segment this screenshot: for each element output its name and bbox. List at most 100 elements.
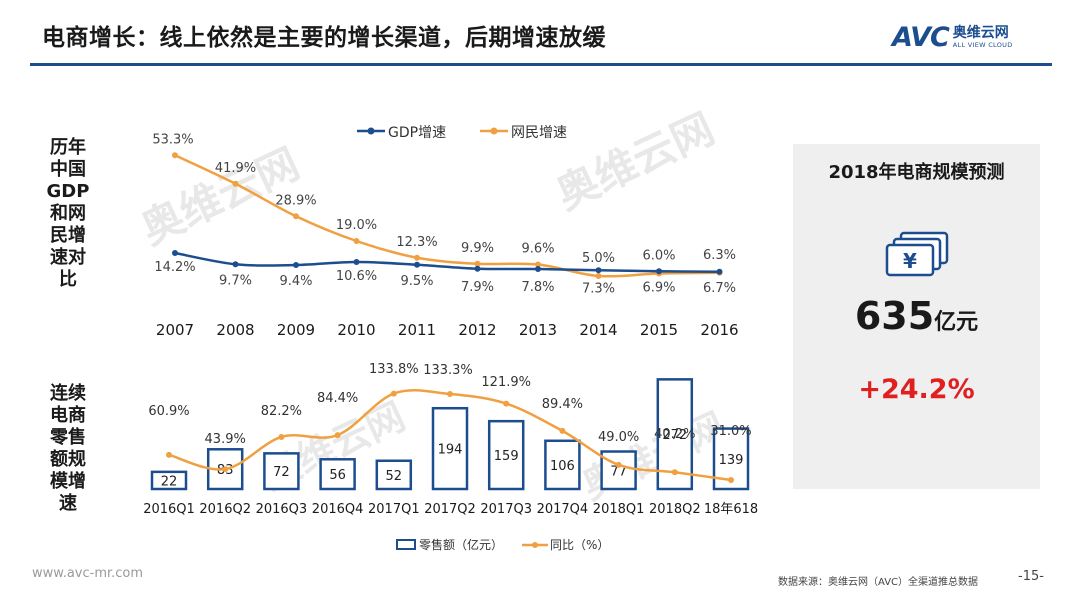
growth-label: 84.4% xyxy=(317,391,358,406)
data-point xyxy=(595,273,602,279)
bar xyxy=(431,406,469,491)
growth-label: 89.4% xyxy=(542,397,583,412)
bar xyxy=(319,458,356,491)
bar-value-label: 22 xyxy=(161,474,178,489)
bar xyxy=(375,459,413,491)
logo-mark: AVC xyxy=(892,22,950,53)
tick-label: 2018Q1 xyxy=(593,502,645,517)
forecast-unit: 亿元 xyxy=(934,310,979,335)
tick-label: 2008 xyxy=(216,321,254,339)
bar xyxy=(150,470,188,491)
tick-label: 2015 xyxy=(640,321,678,339)
data-point xyxy=(535,266,541,272)
forecast-value: 635亿元 xyxy=(793,294,1040,338)
legend-label: GDP增速 xyxy=(388,125,446,141)
section-label-line: 速对 xyxy=(50,247,86,268)
bar-value-label: 52 xyxy=(386,469,403,484)
data-point xyxy=(172,250,178,256)
tick-label: 2014 xyxy=(579,321,617,339)
chart2-legend: 零售额（亿元） 同比（%） xyxy=(396,537,609,552)
data-label: 6.7% xyxy=(703,281,736,296)
data-point xyxy=(414,261,420,268)
title-divider xyxy=(30,63,1052,66)
data-label: 6.9% xyxy=(642,280,675,295)
footer-source: 数据来源：奥维云网（AVC）全渠道推总数据 xyxy=(778,577,979,588)
bottom-section-label: 连续 电商 零售 额规 模增速 xyxy=(44,383,92,515)
data-label: 14.2% xyxy=(154,260,195,275)
forecast-panel: 2018年电商规模预测 ¥ 635亿元 +24.2% xyxy=(793,144,1040,489)
page-number: -15- xyxy=(1018,569,1044,584)
data-label: 7.8% xyxy=(521,280,554,295)
tick-label: 18年618 xyxy=(704,502,758,517)
growth-label: 60.9% xyxy=(148,404,189,419)
section-label-line: 历年 xyxy=(50,137,86,158)
bar-value-label: 72 xyxy=(273,465,290,480)
section-label-line: 速 xyxy=(59,493,77,514)
forecast-number: 635 xyxy=(854,294,935,338)
tick-label: 2017Q2 xyxy=(424,502,476,517)
data-point xyxy=(595,267,602,274)
tick-label: 2009 xyxy=(277,321,315,339)
bar-value-label: 77 xyxy=(610,464,627,479)
data-point xyxy=(353,259,360,265)
legend-marker xyxy=(367,127,375,135)
growth-point xyxy=(166,451,172,458)
section-label-line: 比 xyxy=(59,269,77,290)
data-point xyxy=(293,262,299,268)
section-label-line: 中国 xyxy=(50,159,86,180)
growth-point xyxy=(390,390,397,397)
growth-point xyxy=(671,469,678,476)
forecast-growth: +24.2% xyxy=(858,374,975,405)
growth-label: 82.2% xyxy=(261,404,302,419)
growth-point xyxy=(615,461,622,468)
growth-label: 121.9% xyxy=(481,375,531,390)
avc-logo: AVC 奥维云网 ALL VIEW CLOUD xyxy=(892,22,1013,53)
tick-label: 2016Q4 xyxy=(312,502,364,517)
svg-text:¥: ¥ xyxy=(903,249,917,273)
bar xyxy=(487,419,525,491)
data-point xyxy=(474,260,481,267)
data-label: 10.6% xyxy=(336,269,377,284)
growth-label: 49.0% xyxy=(598,430,639,445)
tick-label: 2016Q1 xyxy=(143,502,195,517)
bar xyxy=(600,450,637,491)
tick-label: 2013 xyxy=(519,321,557,339)
bar xyxy=(544,439,581,491)
data-label: 6.3% xyxy=(703,248,736,263)
tick-label: 2017Q4 xyxy=(537,502,589,517)
tick-label: 2016Q2 xyxy=(199,502,251,517)
section-label-line: 和网 xyxy=(50,203,86,224)
tick-label: 2018Q2 xyxy=(649,502,701,517)
data-label: 9.4% xyxy=(279,274,312,289)
top-section-label: 历年 中国 GDP 和网 民增 速对比 xyxy=(44,137,92,291)
legend-bar-swatch xyxy=(396,539,416,550)
tick-label: 2017Q1 xyxy=(368,502,420,517)
gdp-netizen-chart: GDP增速 网民增速 14.2% 9.7% 9.4% 10.6% 9.5% 7.9% 7.8% 7… xyxy=(152,125,738,339)
tick-label: 2016Q3 xyxy=(256,502,308,517)
section-label-line: 模增 xyxy=(50,471,86,492)
ecommerce-sales-chart: 22837256521941591067727213960.9%43.9%82.… xyxy=(143,362,758,552)
bar-value-label: 272 xyxy=(662,428,687,443)
logo-cn: 奥维云网 xyxy=(952,25,1009,41)
chart1-legend: GDP增速 网民增速 xyxy=(357,125,567,141)
growth-point xyxy=(503,400,510,407)
growth-label: 133.8% xyxy=(369,362,419,377)
section-label-line: 电商 xyxy=(50,405,86,426)
data-label: 9.5% xyxy=(400,274,433,289)
data-point xyxy=(172,152,178,159)
money-icon: ¥ xyxy=(885,231,949,277)
forecast-title: 2018年电商规模预测 xyxy=(828,162,1005,183)
series-line xyxy=(174,251,720,273)
data-label: 19.0% xyxy=(336,218,377,233)
data-label: 7.3% xyxy=(582,281,615,296)
tick-label: 2016 xyxy=(700,321,738,339)
data-label: 41.9% xyxy=(215,161,256,176)
data-point xyxy=(474,265,481,272)
legend-marker xyxy=(532,542,538,548)
growth-point xyxy=(728,476,734,483)
data-point xyxy=(716,268,723,275)
data-label: 12.3% xyxy=(396,235,437,250)
bar-value-label: 56 xyxy=(329,468,346,483)
section-label-line: 连续 xyxy=(50,383,86,404)
data-label: 28.9% xyxy=(275,193,316,208)
